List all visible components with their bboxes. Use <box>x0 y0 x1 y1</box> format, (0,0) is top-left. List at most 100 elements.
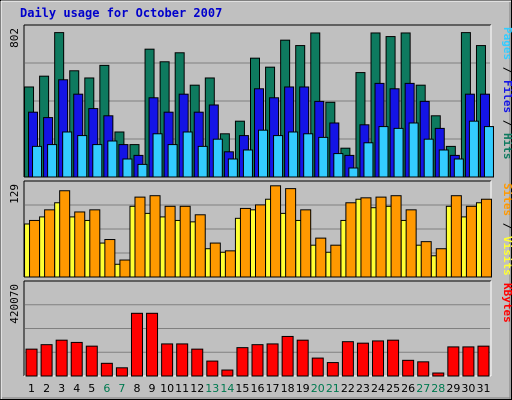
bar-kbytes-day-12 <box>191 348 204 377</box>
x-label-day-22: 22 <box>341 382 355 395</box>
x-label-day-6: 6 <box>103 382 110 395</box>
bar-pages-day-17 <box>273 135 284 178</box>
legend-entry: Sites <box>501 183 512 216</box>
panel-3: 420070 KBytes <box>8 280 512 377</box>
bar-kbytes-day-14 <box>221 369 234 377</box>
bar-sites-day-13 <box>209 242 221 278</box>
bar-pages-day-20 <box>318 136 329 178</box>
bar-pages-day-30 <box>468 120 479 178</box>
x-axis-day-labels: 1 2 3 4 5 6 7 8 9 10 11 12 13 14 15 16 17 18 19 20 21 22 23 24 2… <box>28 382 490 395</box>
bar-kbytes-day-27 <box>417 361 430 377</box>
legend-entry: / <box>501 216 512 236</box>
panel-legend: Pages / Files / Hits <box>501 27 512 160</box>
bar-sites-day-15 <box>239 207 251 278</box>
x-label-day-12: 12 <box>190 382 204 395</box>
panel-max-label: 129 <box>8 184 21 204</box>
panel-legend: Sites / Visits <box>501 183 512 276</box>
bar-sites-day-22 <box>345 202 357 278</box>
bar-sites-day-6 <box>104 239 116 278</box>
bar-pages-day-1 <box>32 145 43 178</box>
bar-sites-day-21 <box>330 244 342 278</box>
bar-sites-day-9 <box>149 195 161 278</box>
bar-kbytes-day-1 <box>25 348 38 377</box>
bar-kbytes-day-24 <box>372 340 385 377</box>
bar-sites-day-3 <box>59 190 71 278</box>
bar-pages-day-2 <box>47 144 58 178</box>
bar-pages-day-21 <box>333 153 344 178</box>
x-label-day-3: 3 <box>58 382 65 395</box>
bar-pages-day-13 <box>212 138 223 178</box>
bar-sites-day-20 <box>315 237 327 278</box>
bar-sites-day-30 <box>465 205 477 278</box>
bar-kbytes-day-6 <box>100 362 113 377</box>
bar-sites-day-4 <box>74 211 86 278</box>
bar-pages-day-6 <box>107 140 118 178</box>
bar-sites-day-25 <box>390 195 402 278</box>
bar-sites-day-2 <box>44 209 56 278</box>
bar-sites-day-31 <box>480 198 492 278</box>
x-label-day-21: 21 <box>326 382 340 395</box>
x-label-day-18: 18 <box>281 382 295 395</box>
bar-kbytes-day-10 <box>161 343 174 377</box>
bar-kbytes-day-23 <box>356 342 369 377</box>
bar-kbytes-day-13 <box>206 360 219 377</box>
bar-kbytes-day-20 <box>311 357 324 377</box>
x-label-day-30: 30 <box>461 382 475 395</box>
bar-kbytes-day-30 <box>462 346 475 377</box>
x-label-day-1: 1 <box>28 382 35 395</box>
bar-pages-day-3 <box>62 131 73 178</box>
bar-kbytes-day-31 <box>477 345 490 377</box>
chart-title: Daily usage for October 2007 <box>20 6 222 20</box>
bar-kbytes-day-3 <box>55 339 68 377</box>
bar-sites-day-23 <box>360 197 372 278</box>
x-label-day-20: 20 <box>311 382 325 395</box>
bar-pages-day-28 <box>438 149 449 178</box>
bar-kbytes-day-4 <box>70 341 83 377</box>
bar-pages-day-26 <box>408 122 419 178</box>
x-label-day-26: 26 <box>401 382 415 395</box>
bar-pages-day-25 <box>393 127 404 178</box>
bar-pages-day-11 <box>182 131 193 178</box>
x-label-day-2: 2 <box>43 382 50 395</box>
bar-sites-day-16 <box>255 204 266 278</box>
x-label-day-16: 16 <box>251 382 265 395</box>
x-label-day-23: 23 <box>356 382 370 395</box>
x-label-day-7: 7 <box>118 382 125 395</box>
x-label-day-9: 9 <box>149 382 156 395</box>
bar-pages-day-7 <box>122 158 133 178</box>
bar-sites-day-28 <box>435 248 447 278</box>
bar-pages-day-4 <box>77 135 88 178</box>
bar-kbytes-day-26 <box>402 359 415 377</box>
bar-kbytes-day-15 <box>236 347 249 377</box>
bar-sites-day-10 <box>164 205 176 278</box>
bar-sites-day-29 <box>450 195 462 278</box>
bar-sites-day-19 <box>300 209 312 278</box>
bar-kbytes-day-18 <box>281 335 294 377</box>
bar-pages-day-23 <box>363 142 374 178</box>
bar-kbytes-day-28 <box>432 372 445 377</box>
bar-kbytes-day-19 <box>296 339 309 377</box>
bar-kbytes-day-21 <box>326 362 339 377</box>
bar-pages-day-31 <box>483 126 494 178</box>
x-label-day-29: 29 <box>446 382 460 395</box>
legend-entry: / <box>501 113 512 133</box>
legend-entry: Visits <box>501 236 512 276</box>
legend-entry: Pages <box>501 27 512 60</box>
bar-sites-day-8 <box>134 196 146 278</box>
bar-kbytes-day-11 <box>176 343 189 377</box>
x-label-day-28: 28 <box>431 382 445 395</box>
legend-entry: Files <box>501 80 512 113</box>
bar-sites-day-7 <box>119 259 131 278</box>
x-label-day-27: 27 <box>416 382 430 395</box>
bar-pages-day-12 <box>197 145 208 178</box>
x-label-day-13: 13 <box>205 382 219 395</box>
panel-legend: KBytes <box>501 283 512 323</box>
bar-sites-day-14 <box>224 250 236 278</box>
legend-entry: Hits <box>501 133 512 160</box>
bar-sites-day-17 <box>270 185 282 278</box>
bar-sites-day-12 <box>194 214 206 278</box>
x-label-day-5: 5 <box>88 382 95 395</box>
panel-2: 129 Sites / Visits <box>8 180 512 278</box>
bar-pages-day-22 <box>348 167 359 178</box>
